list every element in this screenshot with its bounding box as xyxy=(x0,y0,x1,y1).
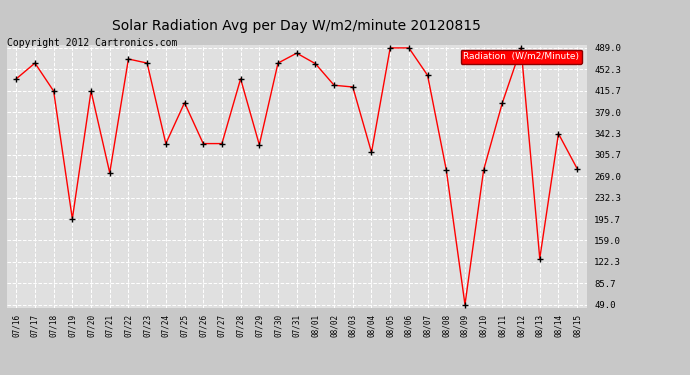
Text: Solar Radiation Avg per Day W/m2/minute 20120815: Solar Radiation Avg per Day W/m2/minute … xyxy=(112,19,481,33)
Text: Copyright 2012 Cartronics.com: Copyright 2012 Cartronics.com xyxy=(7,38,177,48)
Legend: Radiation  (W/m2/Minute): Radiation (W/m2/Minute) xyxy=(460,50,582,64)
